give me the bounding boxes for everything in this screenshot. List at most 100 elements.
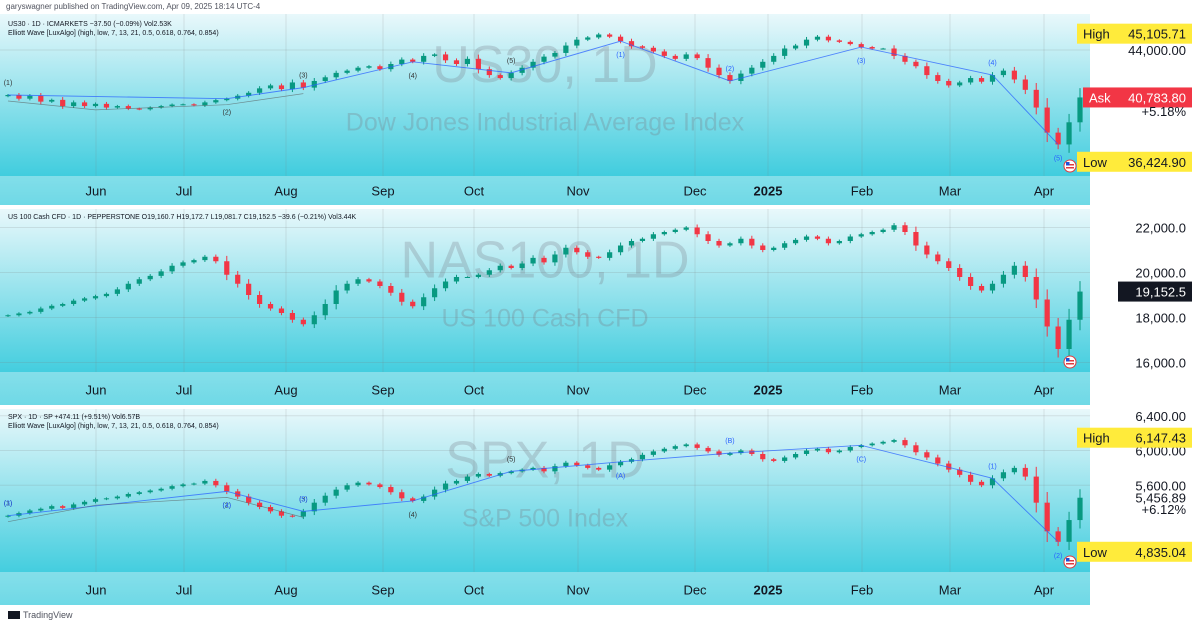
candle-body	[147, 107, 153, 110]
candle-body	[60, 304, 66, 306]
chart-pane-spx[interactable]: SPX, 1D S&P 500 Index (1) (2) (3) (4) (5) (A) (B…	[0, 409, 1200, 605]
candle-body	[235, 274, 241, 284]
candle-body	[486, 270, 492, 275]
chart-pane-nas100[interactable]: NAS100, 1D US 100 Cash CFD Jun Jul Aug Sep Oct…	[0, 209, 1200, 405]
candle-body	[552, 254, 558, 263]
x-tick-label: Jun	[86, 582, 107, 597]
candle-body	[71, 504, 77, 508]
candle-body	[453, 60, 460, 65]
candle-body	[1022, 467, 1028, 477]
candle-body	[289, 313, 296, 320]
wave-label: (C)	[856, 456, 866, 463]
x-tick-label: 2025	[754, 184, 783, 199]
watermark-symbol: US30, 1D	[432, 36, 657, 94]
candle-body	[410, 301, 416, 307]
x-tick-label: Sep	[371, 382, 394, 397]
candle-body	[147, 490, 153, 493]
candle-body	[1011, 467, 1017, 473]
candle-body	[300, 319, 306, 325]
candle-body	[792, 453, 799, 458]
candle-body	[957, 82, 963, 86]
candle-body	[596, 34, 602, 38]
wave-label: (A)	[616, 473, 625, 480]
candle-body	[574, 39, 580, 46]
candle-body	[738, 238, 744, 244]
candle-body	[672, 446, 678, 449]
candle-body	[607, 465, 613, 470]
candle-body	[147, 275, 153, 280]
candle-body	[639, 238, 646, 241]
candle-body	[202, 480, 208, 484]
candle-body	[683, 227, 689, 230]
chart-pane-us30[interactable]: US30, 1D Dow Jones Industrial Average Ind…	[0, 14, 1200, 205]
candle-body	[71, 102, 77, 107]
candle-body	[267, 85, 274, 89]
tradingview-brand: TradingView	[23, 610, 73, 620]
flag-value: 5,456.89	[1135, 491, 1186, 506]
legend-us30-indicator: Elliott Wave [LuxAlgo] (high, low, 7, 13…	[8, 30, 219, 37]
us-flag-icon	[1063, 355, 1077, 369]
candle-body	[661, 232, 667, 235]
last-price-flag	[1118, 281, 1192, 302]
candle-body	[278, 308, 285, 313]
legend-us30: US30 · 1D · ICMARKETS −37.50 (−0.09%) Vo…	[8, 20, 219, 38]
candle-body	[585, 252, 591, 257]
candle-body	[1066, 319, 1072, 349]
candle-body	[891, 225, 897, 230]
candle-body	[246, 496, 252, 503]
candle-body	[650, 451, 656, 455]
candle-body	[49, 305, 55, 309]
wave-label: (4)	[408, 512, 417, 519]
candle-body	[760, 245, 766, 250]
candle-body	[158, 106, 164, 108]
x-tick-label: Mar	[939, 184, 962, 199]
candle-body	[322, 495, 328, 503]
candle-body	[213, 256, 219, 262]
candle-body	[574, 462, 580, 466]
us-flag-icon-stripe	[1066, 167, 1074, 169]
wave-label: (2)	[1054, 553, 1063, 560]
candle-body	[957, 469, 963, 475]
candle-body	[716, 67, 722, 76]
time-axis	[0, 372, 1090, 405]
us-flag-icon-canton	[1066, 558, 1070, 562]
candle-body	[114, 289, 120, 294]
candle-body	[1066, 122, 1072, 145]
x-tick-label: 2025	[754, 582, 783, 597]
candle-body	[771, 459, 777, 461]
candle-body	[5, 315, 11, 317]
us-flag-icon	[1063, 159, 1077, 173]
x-tick-label: Mar	[939, 582, 962, 597]
candle-body	[158, 488, 164, 491]
candle-body	[782, 243, 788, 248]
candle-body	[519, 67, 525, 73]
candle-body	[136, 108, 142, 110]
candle-body	[442, 54, 449, 61]
us-flag-icon	[1063, 555, 1077, 569]
pane-divider[interactable]	[0, 405, 1200, 409]
candle-body	[1011, 70, 1017, 80]
elliott-wave-line	[7, 93, 304, 111]
candle-body	[760, 61, 766, 68]
candle-body	[683, 444, 689, 447]
candle-body	[563, 45, 569, 53]
x-tick-label: Feb	[851, 184, 873, 199]
flag-value: +5.18%	[1142, 104, 1187, 119]
x-tick-label: Feb	[851, 582, 873, 597]
candle-body	[727, 453, 733, 455]
us-flag-icon-stripe	[1066, 563, 1074, 565]
flag-value: 36,424.90	[1128, 155, 1186, 170]
pane-divider[interactable]	[0, 205, 1200, 209]
candle-body	[191, 104, 197, 106]
candle-body	[453, 480, 460, 484]
legend-us30-symbol: US30 · 1D · ICMARKETS −37.50 (−0.09%) Vo…	[8, 21, 172, 28]
candle-body	[836, 450, 842, 453]
candle-body	[38, 308, 44, 312]
candle-body	[464, 58, 471, 65]
candle-body	[158, 271, 164, 276]
candle-body	[596, 256, 602, 258]
legend-spx-symbol: SPX · 1D · SP +474.11 (+9.51%) Vol6.57B	[8, 414, 141, 421]
tradingview-logo[interactable]: TradingView	[8, 610, 73, 620]
candle-body	[585, 37, 591, 40]
x-tick-label: Oct	[464, 382, 485, 397]
